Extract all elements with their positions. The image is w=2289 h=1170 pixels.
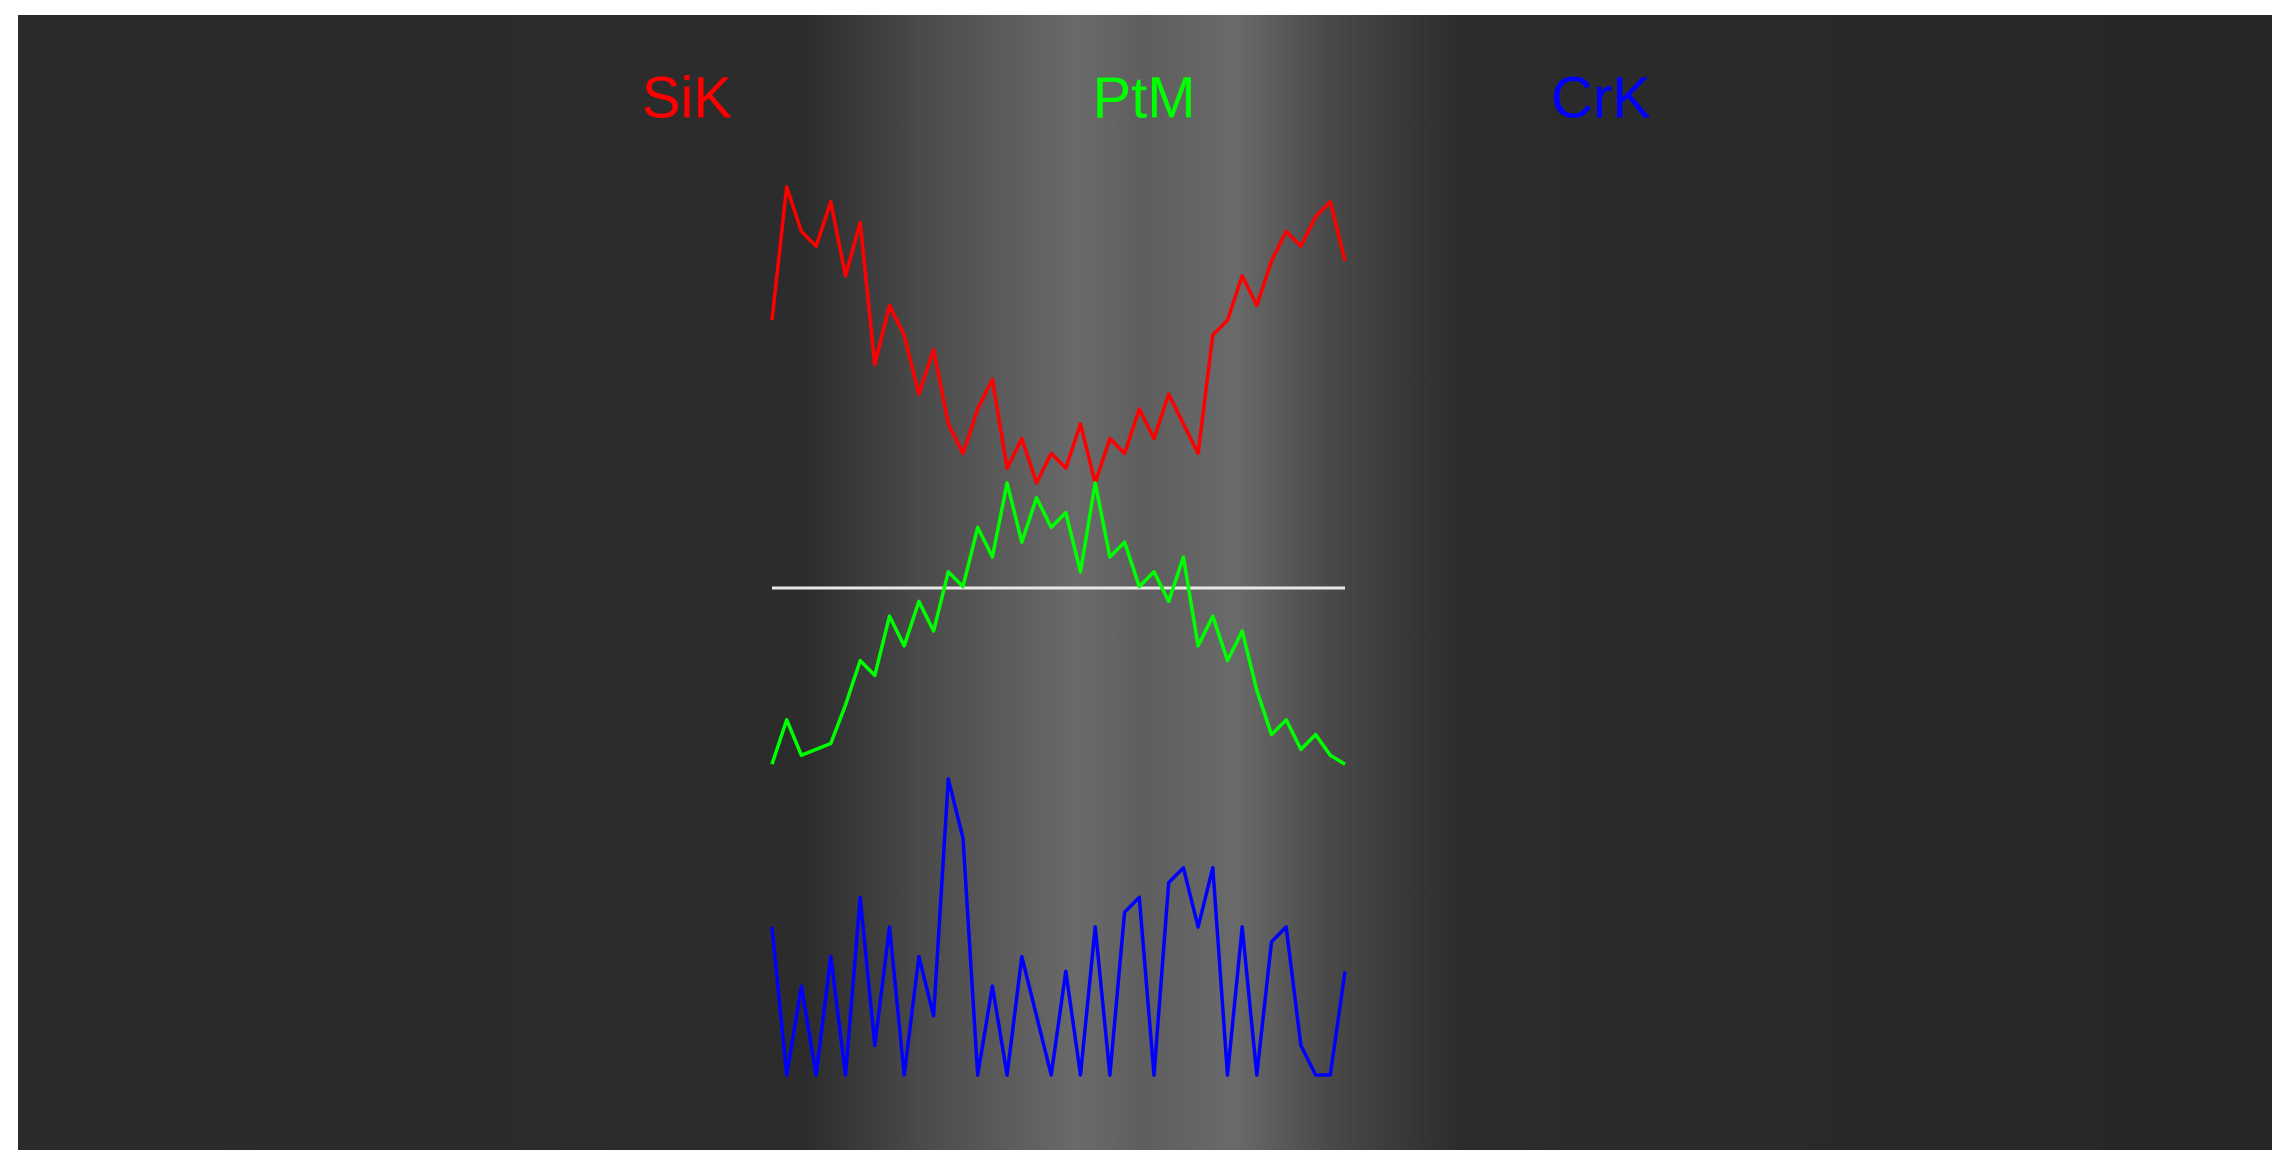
profile-line xyxy=(770,185,1347,485)
legend-label: PtM xyxy=(1092,65,1195,130)
legend-label: SiK xyxy=(642,65,733,130)
legend-label: CrK xyxy=(1551,65,1651,130)
profile-line xyxy=(770,777,1347,1077)
profile-line xyxy=(770,481,1346,766)
